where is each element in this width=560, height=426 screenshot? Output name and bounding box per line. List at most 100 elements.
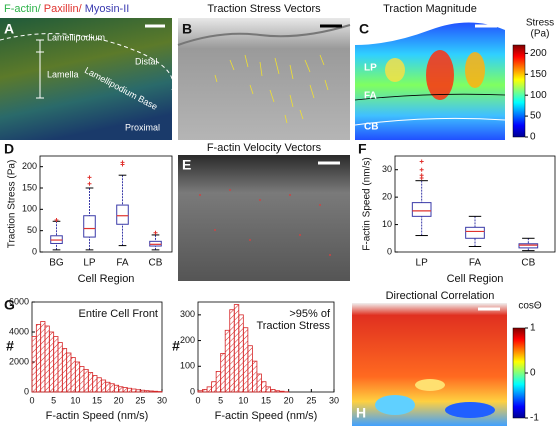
x-axis-label: Cell Region xyxy=(447,273,504,285)
x-tick-label: CB xyxy=(521,258,535,269)
panel-title: Traction Stress Vectors xyxy=(207,3,321,15)
bar xyxy=(251,360,258,393)
colorbar-tick-label: 200 xyxy=(530,48,547,59)
colorbar-tick-label: 150 xyxy=(530,69,547,80)
box xyxy=(83,215,96,238)
colorbar-label: Stress xyxy=(526,18,554,29)
x-tick-label: 10 xyxy=(70,395,80,405)
bar xyxy=(79,366,85,393)
outlier xyxy=(87,181,92,186)
y-tick-label: 0 xyxy=(32,246,37,256)
mask xyxy=(355,18,505,45)
legend-item: F-actin/ xyxy=(4,3,42,15)
vector-field xyxy=(199,189,331,256)
colorbar xyxy=(512,327,526,419)
bar xyxy=(126,387,133,393)
x-tick-label: 0 xyxy=(195,395,200,405)
x-tick-label: 15 xyxy=(261,395,271,405)
bar xyxy=(66,352,72,393)
bar xyxy=(135,389,141,393)
colorbar-tick-label: 1 xyxy=(530,323,536,334)
bar xyxy=(224,329,231,393)
bar xyxy=(256,373,262,393)
patch xyxy=(445,402,495,418)
panel-letter: C xyxy=(359,21,369,37)
boundary xyxy=(354,93,506,101)
bar xyxy=(211,381,217,393)
bar xyxy=(274,390,281,393)
bar xyxy=(152,390,159,393)
y-axis-label: # xyxy=(6,338,14,354)
y-tick-label: 6000 xyxy=(9,296,29,306)
bar xyxy=(229,309,235,393)
y-tick-label: 20 xyxy=(382,192,392,202)
x-tick-label: 0 xyxy=(29,395,34,405)
bar xyxy=(233,304,240,393)
x-tick-label: 5 xyxy=(51,395,56,405)
colorbar-tick-label: 50 xyxy=(530,111,542,122)
bar xyxy=(242,327,249,393)
bar xyxy=(105,381,111,393)
y-tick-label: 50 xyxy=(27,225,37,235)
outlier xyxy=(419,159,424,164)
bar xyxy=(96,377,102,393)
micrograph-b xyxy=(178,18,350,140)
region-label: LP xyxy=(364,63,377,74)
panel-letter: E xyxy=(182,157,191,173)
region-label: FA xyxy=(364,91,377,102)
x-tick-label: 20 xyxy=(114,395,124,405)
bar xyxy=(238,314,244,393)
y-tick-label: 0 xyxy=(24,386,29,396)
panel-title: Directional Correlation xyxy=(386,290,495,302)
box xyxy=(518,243,539,249)
hotspot xyxy=(426,50,454,100)
bar xyxy=(265,386,271,393)
label: Lamellipodium xyxy=(47,32,105,42)
panel-title: F-actin Velocity Vectors xyxy=(207,142,322,154)
bar xyxy=(74,361,81,393)
bar xyxy=(215,371,222,393)
y-tick-label: 100 xyxy=(22,204,37,214)
y-axis-label: # xyxy=(172,338,180,354)
bar xyxy=(35,324,42,393)
label: Distal xyxy=(135,56,158,66)
bar xyxy=(48,331,55,393)
outlier xyxy=(87,175,92,180)
hotspot xyxy=(385,58,405,82)
micrograph-a xyxy=(0,18,172,140)
box xyxy=(149,240,162,247)
x-tick-label: LP xyxy=(416,258,429,269)
y-tick-label: 4000 xyxy=(9,326,29,336)
colorbar-tick-label: 100 xyxy=(530,90,547,101)
box xyxy=(411,202,432,217)
bar xyxy=(206,386,212,393)
bar xyxy=(87,372,94,393)
annotation: Traction Stress xyxy=(256,320,330,332)
bar xyxy=(122,387,128,393)
x-axis-label: F-actin Speed (nm/s) xyxy=(46,410,149,422)
patch xyxy=(415,379,445,391)
legend-item: Myosin-II xyxy=(85,3,130,15)
bar xyxy=(70,357,76,393)
plot-frame xyxy=(39,155,173,253)
x-axis-label: Cell Region xyxy=(78,273,135,285)
x-tick-label: 15 xyxy=(92,395,102,405)
colorbar-tick-label: 0 xyxy=(530,132,536,143)
y-tick-label: 0 xyxy=(190,386,195,396)
x-tick-label: 20 xyxy=(284,395,294,405)
bar xyxy=(131,388,137,393)
plot-frame xyxy=(394,155,556,253)
y-tick-label: 150 xyxy=(22,182,37,192)
bar xyxy=(83,369,89,393)
y-tick-label: 300 xyxy=(180,309,195,319)
panel-letter: F xyxy=(358,141,367,157)
y-tick-label: 200 xyxy=(22,161,37,171)
outlier xyxy=(419,173,424,178)
y-tick-label: 100 xyxy=(180,361,195,371)
bar xyxy=(53,336,59,393)
x-tick-label: 25 xyxy=(135,395,145,405)
label: Proximal xyxy=(125,122,160,132)
boundary xyxy=(354,117,506,126)
bar xyxy=(197,390,203,393)
